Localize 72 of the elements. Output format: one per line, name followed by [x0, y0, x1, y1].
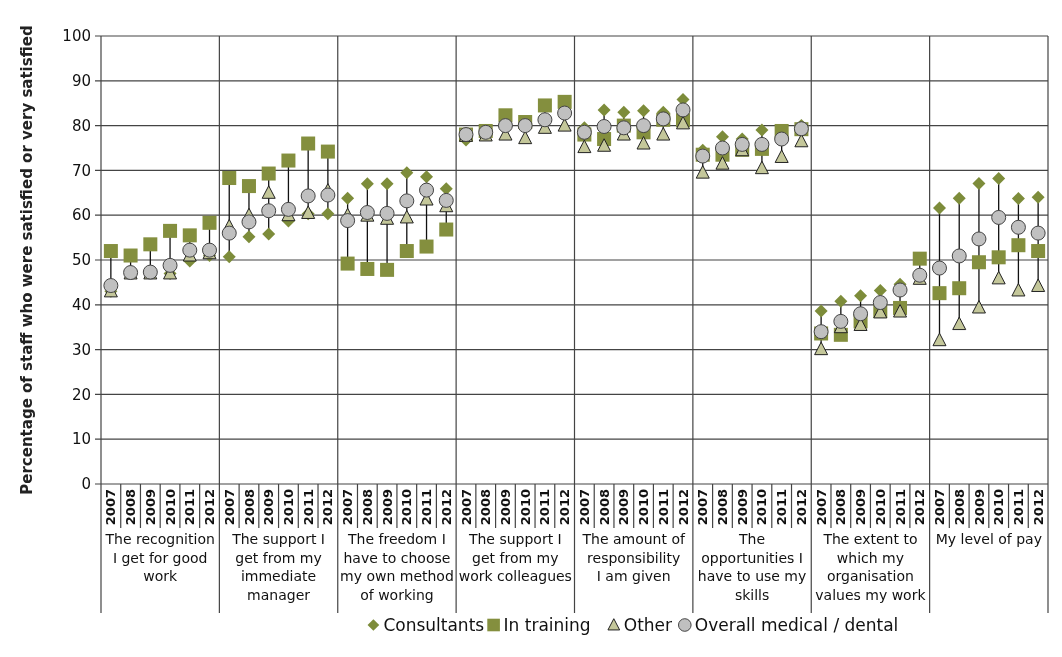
y-axis-title: Percentage of staff who were satisfied or very satisfied	[18, 25, 36, 495]
x-tick-label: 2012	[438, 489, 454, 526]
legend-label: Other	[623, 614, 673, 635]
x-tick-label: 2007	[458, 489, 474, 526]
x-tick-label: 2008	[715, 489, 731, 526]
x-tick-label: 2008	[478, 489, 494, 526]
x-tick-label: 2007	[813, 489, 829, 526]
x-tick-label: 2009	[379, 489, 395, 526]
text: The freedom I have to choose my own method of working	[340, 531, 454, 603]
x-tick-label: 2011	[774, 489, 790, 526]
x-tick-label: 2012	[675, 489, 691, 526]
x-tick-label: 2009	[853, 489, 869, 526]
x-tick-label: 2010	[517, 489, 533, 526]
x-tick-label: 2007	[695, 489, 711, 526]
y-tick-label: 10	[71, 430, 91, 449]
x-tick-label: 2012	[202, 489, 218, 526]
legend-label: In training	[503, 614, 591, 635]
x-tick-label: 2012	[1030, 489, 1046, 526]
x-tick-label: 2007	[103, 489, 119, 526]
x-tick-label: 2010	[399, 489, 415, 526]
text: The recognition I get for good work	[104, 531, 215, 584]
x-tick-label: 2007	[340, 489, 356, 526]
text: The support I get from my work colleagues	[458, 531, 572, 584]
x-tick-label: 2009	[971, 489, 987, 526]
x-tick-label: 2007	[576, 489, 592, 526]
x-tick-label: 2012	[320, 489, 336, 526]
y-tick-label: 50	[71, 251, 91, 270]
x-tick-label: 2010	[636, 489, 652, 526]
x-tick-label: 2010	[754, 489, 770, 526]
text: My level of pay	[935, 531, 1042, 547]
x-tick-label: 2008	[596, 489, 612, 526]
legend-label: Consultants	[383, 614, 485, 635]
y-tick-label: 70	[71, 161, 91, 180]
y-tick-label: 80	[71, 116, 91, 135]
x-tick-label: 2010	[162, 489, 178, 526]
x-tick-label: 2009	[498, 489, 513, 526]
text: The support I get from my immediate manager	[231, 531, 325, 603]
x-tick-label: 2012	[793, 489, 809, 526]
x-tick-label: 2009	[616, 489, 632, 526]
x-tick-label: 2011	[182, 489, 198, 526]
x-tick-label: 2008	[123, 489, 139, 526]
y-tick-label: 20	[71, 385, 91, 404]
x-tick-label: 2011	[419, 489, 435, 526]
y-tick-label: 100	[62, 27, 91, 46]
x-tick-label: 2011	[1010, 489, 1026, 526]
x-tick-label: 2012	[557, 489, 573, 526]
x-tick-label: 2011	[300, 489, 316, 526]
x-tick-label: 2009	[142, 489, 158, 526]
y-tick-label: 90	[71, 72, 91, 91]
x-tick-label: 2007	[221, 489, 237, 526]
x-tick-label: 2011	[655, 489, 671, 526]
legend-label: Overall medical / dental	[694, 614, 899, 635]
x-tick-label: 2011	[892, 489, 908, 526]
x-tick-label: 2008	[951, 489, 967, 526]
x-tick-label: 2009	[261, 489, 277, 526]
text: The amount of responsibility I am given	[581, 531, 686, 584]
x-tick-label: 2009	[734, 489, 750, 526]
y-tick-label: 40	[71, 296, 91, 315]
y-tick-label: 0	[81, 475, 91, 494]
x-tick-label: 2008	[833, 489, 849, 526]
x-tick-label: 2010	[280, 489, 296, 526]
text: The opportunities I have to use my skills	[697, 531, 807, 603]
text: The extent to which my organisation values my work	[815, 531, 927, 603]
x-tick-label: 2008	[359, 489, 375, 526]
y-tick-label: 30	[71, 340, 91, 359]
x-tick-label: 2008	[241, 489, 257, 526]
x-tick-label: 2010	[991, 489, 1007, 526]
x-tick-label: 2011	[537, 489, 553, 526]
x-tick-label: 2010	[872, 489, 888, 526]
x-tick-label: 2012	[912, 489, 928, 526]
y-tick-label: 60	[71, 206, 91, 225]
x-tick-label: 2007	[932, 489, 948, 526]
